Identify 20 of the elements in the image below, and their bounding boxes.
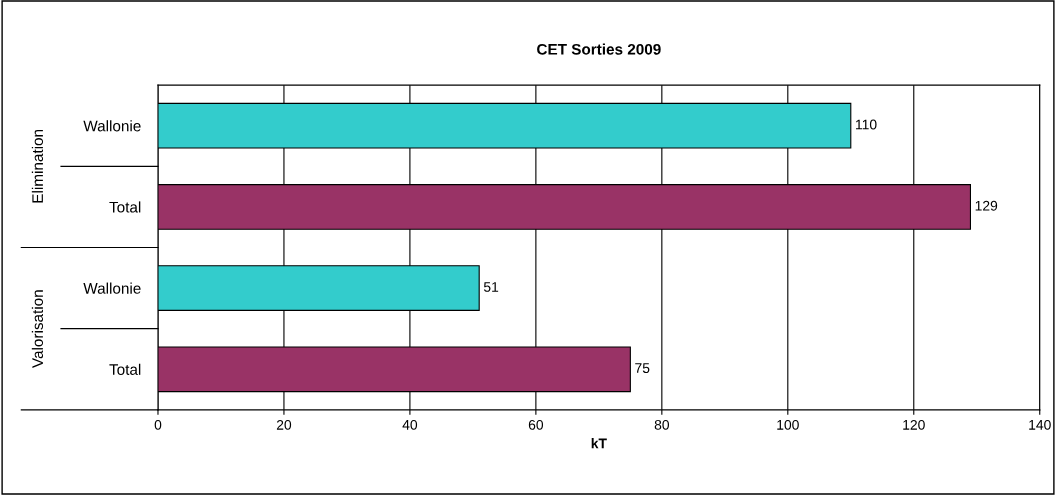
y-tick-label: Total	[109, 363, 141, 375]
x-tick-label: 0	[154, 419, 162, 430]
y-tick-label: Wallonie	[83, 282, 141, 294]
x-tick-label: 140	[1029, 419, 1051, 430]
data-label: 51	[483, 282, 499, 292]
y-tick-label: Wallonie	[83, 120, 141, 132]
x-tick-label: 20	[276, 419, 292, 430]
x-tick-label: 40	[402, 419, 418, 430]
data-label: 110	[856, 119, 877, 130]
x-tick-label: 120	[903, 419, 925, 430]
chart-title: CET Sorties 2009	[537, 43, 661, 55]
data-label: 75	[635, 363, 650, 373]
x-tick-label: 100	[777, 419, 799, 430]
x-axis-title: kT	[591, 438, 607, 449]
x-tick-label: 80	[654, 419, 670, 430]
data-label: 129	[975, 200, 998, 211]
text: Elimination	[31, 129, 44, 203]
y-tick-label: Total	[109, 201, 141, 213]
text: Valorisation	[31, 290, 44, 368]
x-tick-label: 60	[528, 419, 544, 430]
